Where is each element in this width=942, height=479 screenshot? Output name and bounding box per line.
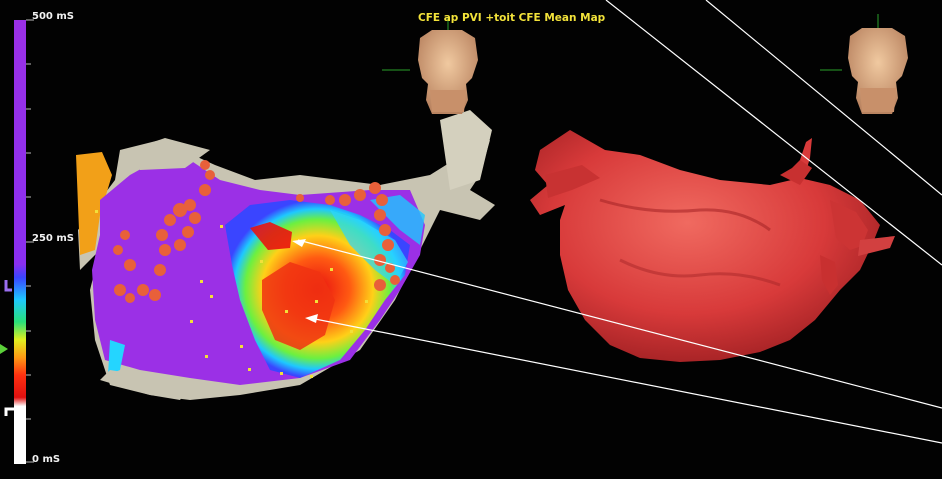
left-atrium-anatomy-model[interactable] (530, 130, 895, 362)
torso-orientation-icon-right[interactable] (820, 14, 908, 114)
scale-threshold-marker-icon[interactable] (0, 344, 8, 354)
scale-pointer-icon[interactable] (4, 280, 12, 292)
map-title: CFE ap PVI +toit CFE Mean Map (418, 12, 606, 24)
left-atrium-cfe-map[interactable] (76, 110, 495, 400)
scale-mid-label: 250 mS (32, 233, 74, 244)
annotation-lines (297, 0, 942, 444)
scale-low-marker-icon[interactable] (4, 407, 14, 416)
color-scale-bar (14, 19, 34, 464)
annotation-arrowhead-icon (292, 239, 318, 323)
sample-points (95, 210, 368, 378)
torso-orientation-icon-left[interactable] (382, 18, 478, 114)
ablation-points (113, 160, 400, 303)
scale-max-label: 500 mS (32, 11, 74, 22)
scale-min-label: 0 mS (32, 454, 61, 465)
